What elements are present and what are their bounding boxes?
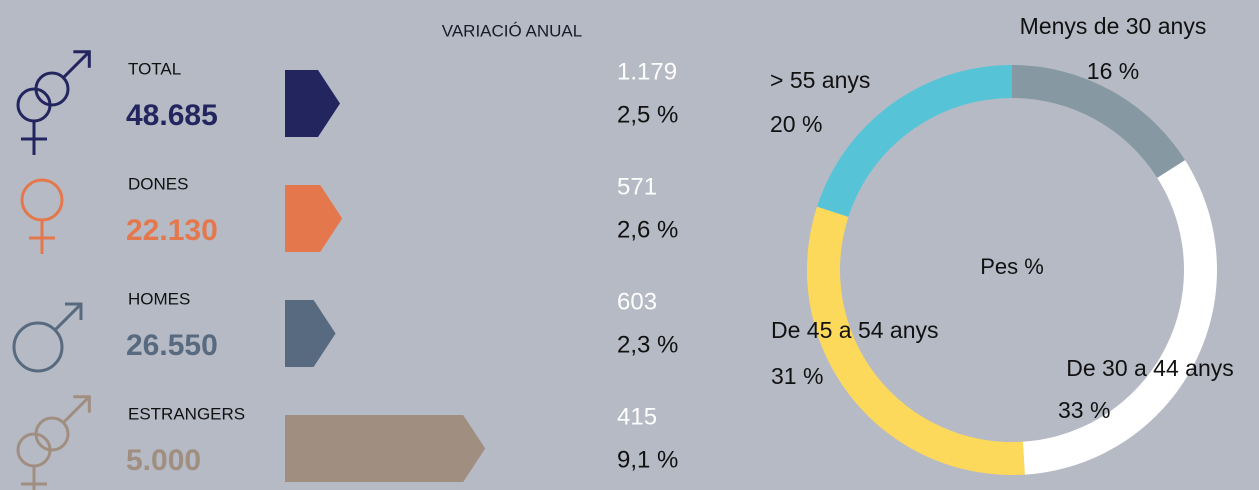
segment-value: 33 % xyxy=(1058,397,1110,423)
segment-value: 16 % xyxy=(1087,58,1139,84)
change-value: 571 xyxy=(617,173,657,200)
variation-arrow xyxy=(285,415,486,482)
gender-icon xyxy=(16,50,91,155)
donut-segment xyxy=(807,206,1025,476)
donut-segment xyxy=(1022,160,1217,475)
gender-icon xyxy=(20,178,64,254)
segment-label: > 55 anys xyxy=(770,67,870,93)
icon-part xyxy=(12,321,64,373)
icon-part xyxy=(62,50,91,79)
donut-segment xyxy=(1012,65,1186,178)
icon-part xyxy=(53,302,83,332)
segment-label: De 45 a 54 anys xyxy=(771,317,939,343)
pct-value: 9,1 % xyxy=(617,446,678,473)
row-number: 26.550 xyxy=(126,329,218,362)
segment-label: Menys de 30 anys xyxy=(1020,13,1207,39)
change-value: 603 xyxy=(617,288,657,315)
pct-value: 2,6 % xyxy=(617,216,678,243)
variation-arrow xyxy=(285,300,336,367)
row-label: HOMES xyxy=(128,289,190,308)
gender-icon xyxy=(16,395,91,490)
segment-value: 20 % xyxy=(770,111,822,137)
section-title: VARIACIÓ ANUAL xyxy=(442,21,582,40)
row-label: ESTRANGERS xyxy=(128,404,245,423)
row-number: 22.130 xyxy=(126,214,218,247)
segment-value: 31 % xyxy=(771,363,823,389)
icon-part xyxy=(34,71,70,107)
pct-value: 2,3 % xyxy=(617,331,678,358)
segment-label: De 30 a 44 anys xyxy=(1066,355,1234,381)
gender-icon xyxy=(12,302,83,373)
pct-value: 2,5 % xyxy=(617,101,678,128)
icon-part xyxy=(73,50,91,68)
donut-center-label: Pes % xyxy=(980,254,1044,279)
donut-segment xyxy=(817,65,1012,217)
row-number: 5.000 xyxy=(126,444,201,477)
variation-arrow xyxy=(285,185,343,252)
row-number: 48.685 xyxy=(126,99,218,132)
icon-part xyxy=(62,395,91,424)
icon-part xyxy=(73,395,91,413)
icon-part xyxy=(34,416,70,452)
change-value: 1.179 xyxy=(617,58,677,85)
row-label: DONES xyxy=(128,174,188,193)
variation-arrow xyxy=(285,70,340,137)
icon-part xyxy=(64,302,83,321)
row-label: TOTAL xyxy=(128,59,181,78)
change-value: 415 xyxy=(617,403,657,430)
